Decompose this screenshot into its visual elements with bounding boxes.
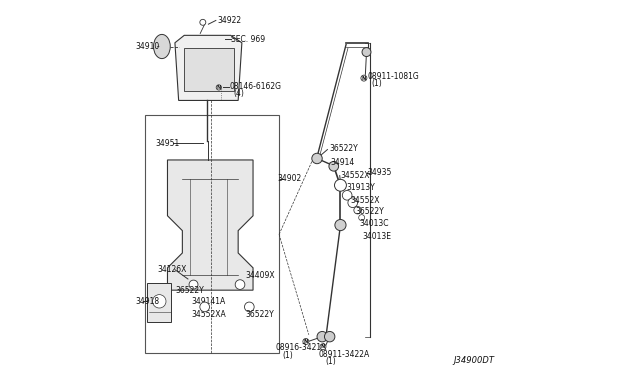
Circle shape (348, 198, 358, 208)
Circle shape (342, 190, 352, 200)
Text: 36522Y: 36522Y (355, 207, 384, 216)
Text: N: N (321, 344, 325, 349)
Text: 36522Y: 36522Y (246, 310, 275, 319)
Text: N: N (217, 85, 221, 90)
Circle shape (317, 331, 328, 342)
Text: 08146-6162G: 08146-6162G (230, 82, 282, 91)
Circle shape (189, 280, 198, 289)
Text: 34126X: 34126X (157, 265, 186, 274)
Text: 34902: 34902 (277, 174, 301, 183)
Text: 34552X: 34552X (340, 171, 370, 180)
Circle shape (324, 331, 335, 342)
Text: 34918: 34918 (136, 297, 160, 306)
Circle shape (312, 153, 322, 164)
Circle shape (200, 19, 206, 25)
Circle shape (362, 48, 371, 57)
Polygon shape (147, 283, 172, 322)
Text: 34013C: 34013C (360, 219, 389, 228)
Text: 34552X: 34552X (351, 196, 380, 205)
Polygon shape (168, 160, 253, 290)
Text: 34935: 34935 (367, 169, 392, 177)
Text: N: N (362, 76, 366, 81)
Circle shape (320, 344, 326, 350)
Text: 349141A: 349141A (191, 297, 226, 306)
Text: 34951: 34951 (156, 139, 180, 148)
Text: 34922: 34922 (218, 16, 242, 25)
Circle shape (329, 161, 339, 171)
Circle shape (358, 215, 365, 221)
Text: 34013E: 34013E (362, 232, 392, 241)
Circle shape (200, 302, 209, 312)
Text: 08911-3422A: 08911-3422A (318, 350, 369, 359)
Circle shape (216, 85, 221, 90)
Text: 36522Y: 36522Y (330, 144, 358, 153)
Text: 34914: 34914 (330, 158, 355, 167)
Circle shape (152, 295, 166, 308)
Text: 31913Y: 31913Y (347, 183, 376, 192)
Text: 34409X: 34409X (246, 271, 275, 280)
Circle shape (354, 206, 362, 214)
Circle shape (235, 280, 245, 289)
Text: J34900DT: J34900DT (454, 356, 495, 365)
Bar (145, 115, 279, 353)
Text: 08911-1081G: 08911-1081G (367, 72, 419, 81)
Text: SEC. 969: SEC. 969 (232, 35, 266, 44)
Circle shape (335, 219, 346, 231)
Text: (1): (1) (283, 351, 294, 360)
Polygon shape (175, 35, 242, 100)
Text: 34910: 34910 (136, 42, 160, 51)
Text: N: N (304, 339, 308, 344)
Text: 36522Y: 36522Y (175, 286, 204, 295)
Circle shape (303, 339, 309, 344)
Text: 34552XA: 34552XA (191, 310, 227, 319)
Text: (1): (1) (326, 357, 337, 366)
Ellipse shape (154, 35, 170, 58)
Circle shape (361, 75, 367, 81)
Circle shape (244, 302, 254, 312)
Bar (184, 48, 234, 91)
Text: (1): (1) (371, 79, 382, 88)
Circle shape (335, 179, 346, 191)
Text: 08916-3421A: 08916-3421A (275, 343, 327, 352)
Text: (4): (4) (234, 89, 244, 98)
